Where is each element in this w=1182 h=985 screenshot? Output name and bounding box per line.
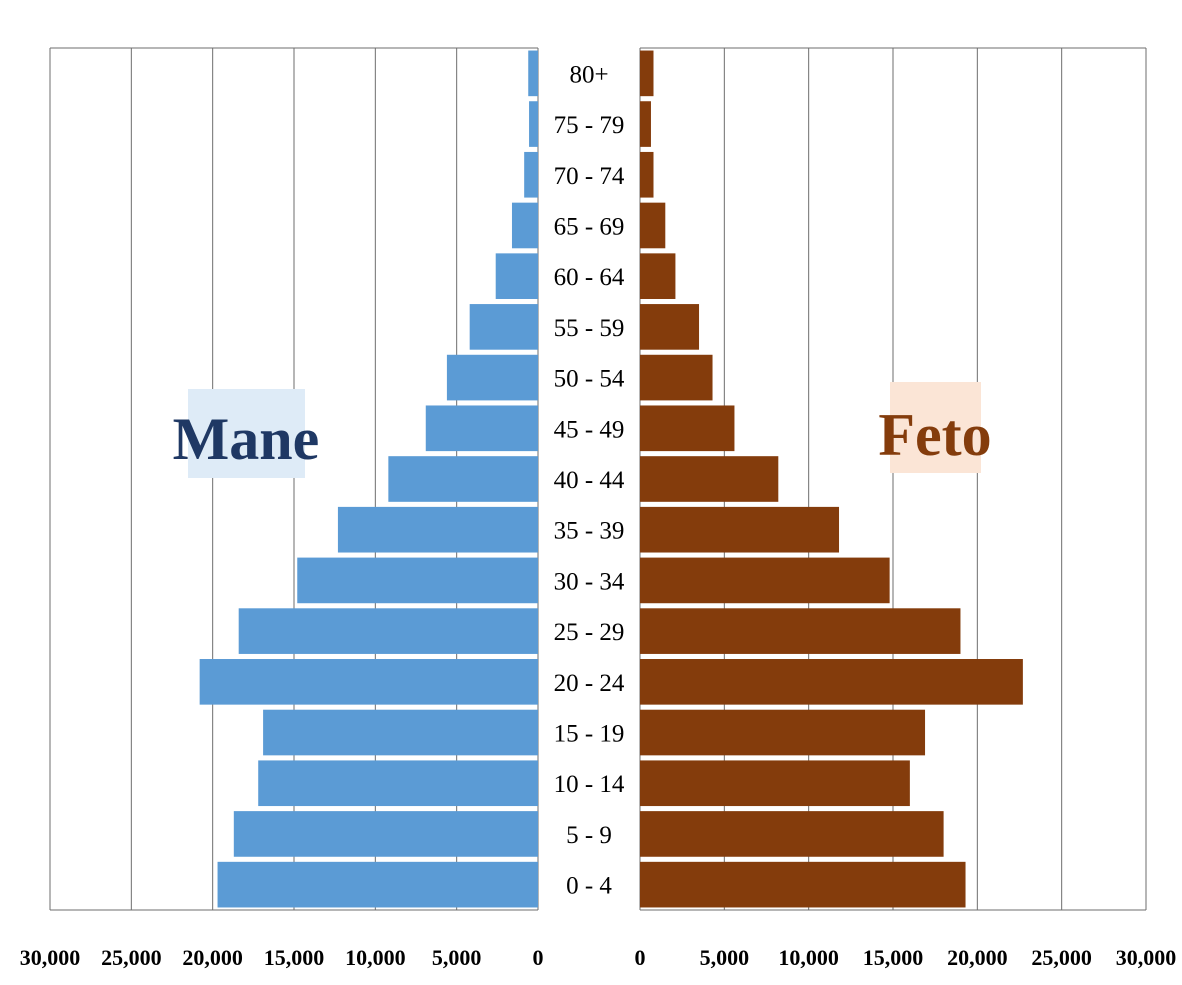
mane-label: Mane xyxy=(173,406,320,472)
left-bar-50-54 xyxy=(446,354,538,401)
left-bar-60-64 xyxy=(495,253,538,299)
left-bar-80plus xyxy=(528,50,538,97)
feto-label-bg xyxy=(890,382,981,473)
left-bar-70-74 xyxy=(524,151,538,198)
left-bar-45-49 xyxy=(425,405,538,452)
left-tick-label: 10,000 xyxy=(345,945,406,970)
right-tick-label: 10,000 xyxy=(778,945,839,970)
age-label: 40 - 44 xyxy=(554,467,625,494)
left-bar-35-39 xyxy=(337,506,538,553)
left-tick-label: 30,000 xyxy=(20,945,81,970)
age-label: 15 - 19 xyxy=(554,721,625,748)
right-bar-30-34 xyxy=(640,557,890,604)
right-bar-75-79 xyxy=(640,101,651,147)
right-bar-70-74 xyxy=(640,151,654,198)
left-bar-5-9 xyxy=(233,811,538,857)
right-bar-5-9 xyxy=(640,811,944,857)
right-tick-label: 5,000 xyxy=(700,945,750,970)
age-label: 50 - 54 xyxy=(554,366,625,393)
right-bar-40-44 xyxy=(640,456,779,502)
age-label: 25 - 29 xyxy=(554,619,625,646)
left-tick-label: 15,000 xyxy=(264,945,325,970)
age-label: 55 - 59 xyxy=(554,315,625,342)
right-bar-80plus xyxy=(640,50,654,97)
right-tick-label: 15,000 xyxy=(863,945,924,970)
left-bar-25-29 xyxy=(238,608,538,654)
left-bar-0-4 xyxy=(217,861,538,908)
age-label: 10 - 14 xyxy=(554,771,625,798)
left-panel-mane: 0 5,000 10,000 15,000 20,000 25,000 30,000 xyxy=(20,47,544,970)
right-bar-50-54 xyxy=(640,354,713,401)
age-label: 70 - 74 xyxy=(554,163,625,190)
right-tick-label: 0 xyxy=(635,945,646,970)
age-label: 5 - 9 xyxy=(566,822,612,849)
right-bar-25-29 xyxy=(640,608,961,654)
age-label: 65 - 69 xyxy=(554,213,625,240)
right-bar-55-59 xyxy=(640,304,700,350)
age-group-labels: 0 - 4 5 - 9 10 - 14 15 - 19 20 - 24 25 - 29 30… xyxy=(554,61,625,899)
right-bar-15-19 xyxy=(640,709,926,756)
age-label: 45 - 49 xyxy=(554,416,625,443)
left-bar-20-24 xyxy=(199,659,539,705)
sex-labels: Mane Feto xyxy=(173,382,992,478)
right-tick-label: 20,000 xyxy=(947,945,1008,970)
age-label: 0 - 4 xyxy=(566,873,612,900)
right-tick-label: 25,000 xyxy=(1031,945,1092,970)
age-label: 20 - 24 xyxy=(554,670,625,697)
right-panel-feto: 0 5,000 10,000 15,000 20,000 25,000 30,000 xyxy=(635,47,1177,970)
left-bar-15-19 xyxy=(263,709,538,756)
left-tick-label: 20,000 xyxy=(182,945,243,970)
left-bar-55-59 xyxy=(469,304,538,350)
left-bar-75-79 xyxy=(529,101,538,147)
age-label: 80+ xyxy=(569,61,608,88)
right-bar-35-39 xyxy=(640,506,840,553)
feto-label: Feto xyxy=(878,402,991,468)
right-bar-65-69 xyxy=(640,202,666,249)
right-bar-10-14 xyxy=(640,760,910,807)
mane-label-bg xyxy=(188,389,305,478)
left-tick-label: 0 xyxy=(533,945,544,970)
left-bar-10-14 xyxy=(258,760,538,807)
age-label: 60 - 64 xyxy=(554,264,625,291)
right-bar-20-24 xyxy=(640,659,1023,705)
right-bar-60-64 xyxy=(640,253,676,299)
left-tick-label: 25,000 xyxy=(101,945,162,970)
left-bar-40-44 xyxy=(388,456,538,502)
right-bar-0-4 xyxy=(640,861,966,908)
age-label: 30 - 34 xyxy=(554,568,625,595)
age-label: 75 - 79 xyxy=(554,112,625,139)
right-tick-label: 30,000 xyxy=(1116,945,1177,970)
age-label: 35 - 39 xyxy=(554,518,625,545)
right-bar-45-49 xyxy=(640,405,735,452)
left-bar-65-69 xyxy=(511,202,538,249)
left-bar-30-34 xyxy=(297,557,538,604)
left-tick-label: 5,000 xyxy=(432,945,482,970)
